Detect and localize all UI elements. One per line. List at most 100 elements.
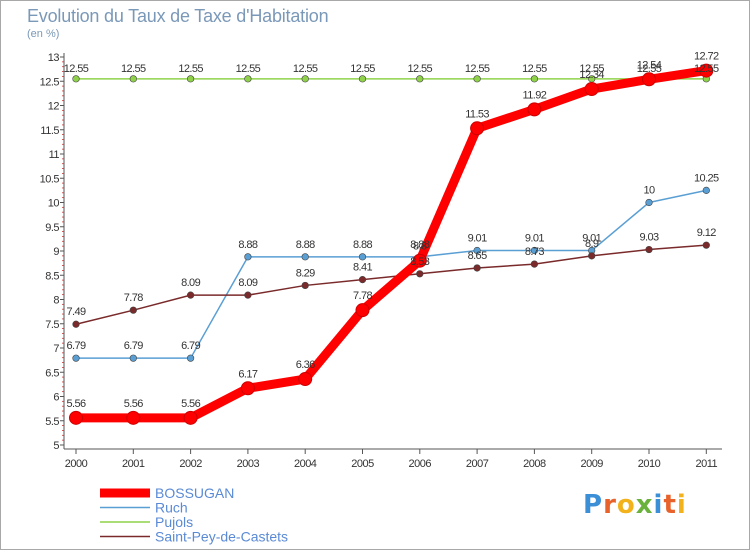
logo-letter: x: [635, 490, 654, 520]
data-point: [358, 75, 367, 83]
data-label: 12.34: [579, 69, 604, 81]
data-label: 12.55: [637, 63, 662, 75]
data-label: 8.88: [296, 239, 315, 251]
x-tick-label: 2003: [237, 458, 260, 470]
x-tick-label: 2007: [466, 458, 489, 470]
data-label: 11.92: [523, 89, 547, 101]
data-point: [301, 253, 309, 261]
data-point: [645, 198, 653, 207]
logo-letter: r: [603, 490, 617, 520]
data-label: 6.79: [181, 340, 200, 352]
data-point: [187, 354, 195, 362]
y-tick-label: 5.5: [45, 416, 59, 428]
y-tick-label: 11: [49, 149, 60, 161]
x-tick-label: 2010: [638, 458, 661, 470]
logo-letter: i: [653, 490, 664, 520]
data-point: [588, 252, 596, 260]
data-point: [129, 354, 137, 362]
data-label: 12.55: [64, 63, 89, 75]
data-point: [527, 102, 542, 117]
y-tick-label: 7.5: [45, 319, 59, 331]
data-point: [355, 303, 370, 318]
data-label: 12.55: [408, 63, 433, 75]
data-label: 12.55: [350, 63, 375, 75]
data-label: 8.9: [585, 238, 599, 250]
x-tick-label: 2005: [351, 458, 374, 470]
data-point: [530, 260, 539, 268]
data-point: [298, 372, 313, 387]
data-label: 12.55: [121, 63, 146, 75]
y-tick-label: 10: [48, 198, 60, 210]
data-label: 8.88: [410, 239, 429, 251]
data-label: 9.01: [525, 233, 544, 245]
y-tick-label: 9: [53, 246, 59, 258]
data-point: [244, 291, 252, 299]
data-label: 9.12: [697, 227, 716, 239]
data-point: [702, 241, 710, 249]
data-label: 8.53: [410, 256, 429, 268]
proxiti-logo: Proxiti: [583, 490, 687, 520]
data-point: [244, 253, 252, 261]
data-label: 9.03: [639, 232, 658, 244]
y-tick-label: 11.5: [40, 125, 59, 137]
series-line-bossugan: [71, 66, 711, 423]
data-label: 12.72: [694, 51, 719, 63]
data-label: 6.79: [66, 340, 85, 352]
x-tick-label: 2008: [523, 458, 546, 470]
data-point: [126, 410, 141, 425]
data-point: [72, 320, 80, 328]
series-line-ruch: [75, 189, 708, 359]
y-tick-label: 10.5: [40, 173, 60, 185]
data-label: 12.55: [465, 63, 490, 75]
data-label: 5.56: [181, 398, 200, 410]
x-tick-label: 2000: [65, 458, 88, 470]
data-point: [358, 253, 367, 261]
data-label: 9.01: [468, 233, 487, 245]
data-point: [645, 245, 653, 254]
legend-label: Ruch: [155, 500, 188, 516]
data-point: [301, 75, 309, 83]
data-point: [358, 276, 367, 284]
y-axis-unit: (en %): [27, 28, 60, 40]
data-label: 11.53: [465, 108, 489, 120]
data-point: [72, 75, 80, 83]
data-label: 6.36: [296, 359, 315, 371]
data-point: [702, 186, 710, 194]
data-point: [473, 246, 481, 255]
x-tick-label: 2001: [122, 458, 145, 470]
y-tick-label: 5: [53, 440, 59, 452]
data-point: [244, 75, 252, 83]
data-point: [584, 82, 599, 97]
data-point: [240, 381, 255, 396]
legend-label: BOSSUGAN: [155, 485, 234, 501]
data-label: 5.56: [124, 398, 143, 410]
logo-letter: P: [583, 490, 604, 520]
x-tick-label: 2009: [580, 458, 603, 470]
y-tick-label: 8: [53, 295, 59, 307]
data-point: [183, 410, 198, 425]
data-label: 8.8: [413, 241, 427, 253]
data-point: [470, 121, 485, 136]
logo-letter: o: [616, 490, 636, 520]
data-point: [187, 291, 195, 299]
y-tick-label: 6: [53, 392, 59, 404]
data-label: 8.09: [238, 277, 257, 289]
y-tick-label: 9.5: [45, 222, 59, 234]
data-label: 8.09: [181, 277, 200, 289]
data-label: 7.78: [353, 290, 372, 302]
data-label: 7.78: [124, 292, 143, 304]
data-point: [301, 281, 309, 290]
data-point: [129, 75, 137, 83]
data-point: [473, 264, 481, 272]
data-label: 12.55: [579, 63, 604, 75]
legend-label: Saint-Pey-de-Castets: [155, 529, 288, 545]
data-point: [72, 354, 80, 362]
data-label: 10.25: [694, 172, 719, 184]
data-point: [416, 75, 424, 83]
y-tick-label: 13: [48, 52, 60, 64]
data-point: [642, 72, 656, 87]
data-point: [416, 270, 424, 278]
data-label: 12.55: [694, 63, 719, 75]
data-label: 12.55: [522, 63, 547, 75]
x-tick-label: 2002: [179, 458, 202, 470]
